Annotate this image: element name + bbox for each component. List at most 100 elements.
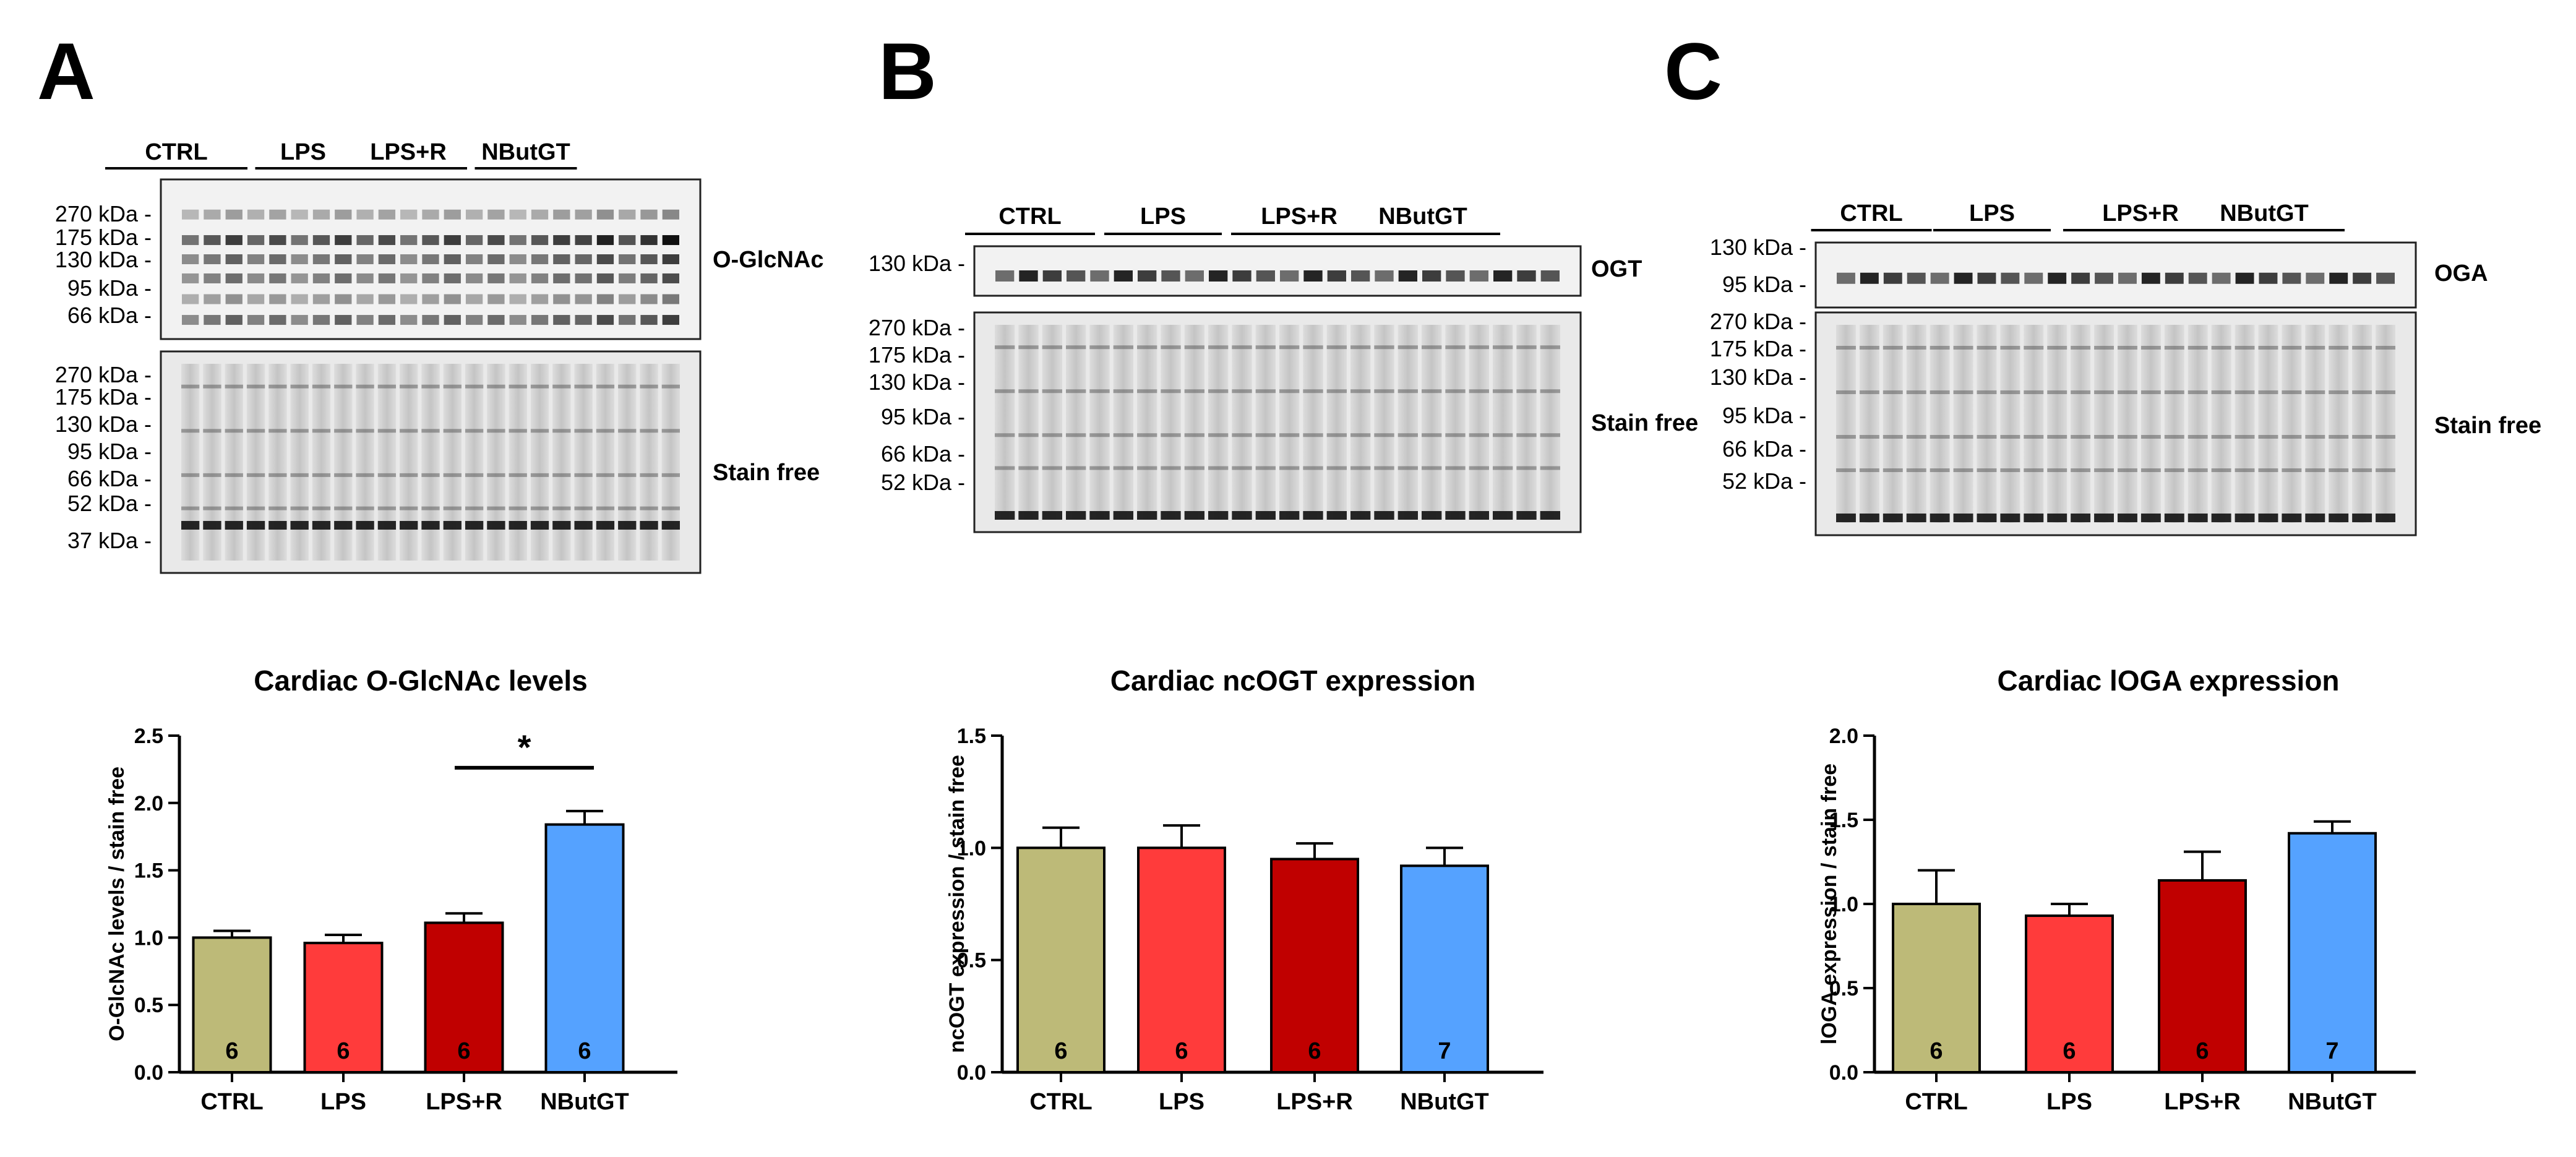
bar-nbutgt bbox=[1400, 864, 1489, 1073]
molecular-weight-marker: 175 kDa - bbox=[55, 384, 152, 410]
molecular-weight-marker: 270 kDa - bbox=[55, 362, 152, 387]
blot-band bbox=[1350, 345, 1371, 350]
blot-band bbox=[247, 294, 265, 304]
blot-band bbox=[334, 384, 353, 389]
blot-band bbox=[2352, 346, 2372, 350]
lane-smear bbox=[181, 364, 200, 561]
blot-band bbox=[2118, 346, 2137, 350]
blot-band bbox=[487, 273, 505, 283]
blot-band bbox=[1350, 389, 1371, 394]
lane-smear bbox=[2047, 325, 2067, 523]
blot-band bbox=[225, 315, 243, 325]
blot-band bbox=[1374, 345, 1394, 350]
blot-band bbox=[596, 209, 614, 220]
x-category-label: LPS bbox=[320, 1089, 366, 1115]
blot-band bbox=[2376, 272, 2395, 284]
blot-band bbox=[356, 429, 374, 433]
blot-band bbox=[1161, 466, 1181, 470]
blot-band bbox=[334, 473, 353, 477]
blot-band bbox=[1540, 345, 1560, 350]
blot-band bbox=[1066, 345, 1086, 350]
blot-band bbox=[269, 294, 286, 304]
blot-band bbox=[662, 235, 679, 246]
blot-band bbox=[1019, 270, 1038, 282]
blot-band bbox=[1184, 345, 1204, 350]
blot-band bbox=[2187, 390, 2208, 394]
blot-band bbox=[661, 429, 680, 433]
blot-band bbox=[335, 254, 352, 264]
blot-band bbox=[2164, 390, 2184, 394]
blot-band bbox=[1469, 466, 1489, 470]
blot-band bbox=[1540, 389, 1560, 394]
blot-band bbox=[552, 384, 571, 389]
blot-band bbox=[1954, 272, 1973, 284]
blot-band bbox=[1232, 511, 1252, 520]
blot-band bbox=[1326, 433, 1347, 437]
y-tick-label: 0.5 bbox=[1829, 977, 1858, 1000]
blot-band bbox=[2258, 468, 2278, 472]
blot-band bbox=[312, 384, 331, 389]
lane-smear bbox=[509, 364, 527, 561]
bar-lps bbox=[1137, 846, 1226, 1074]
chart-title: Cardiac lOGA expression bbox=[1997, 665, 2339, 697]
stain-free-image bbox=[1814, 311, 2417, 536]
blot-band bbox=[2329, 514, 2349, 522]
blot-band bbox=[487, 429, 505, 433]
blot-band bbox=[1859, 346, 1879, 350]
blot-band bbox=[400, 294, 418, 304]
blot-band bbox=[1836, 514, 1856, 522]
blot-band bbox=[2118, 514, 2137, 522]
blot-band bbox=[1374, 466, 1394, 470]
blot-band bbox=[181, 521, 200, 530]
blot-band bbox=[2001, 272, 2020, 284]
blot-band bbox=[2071, 346, 2091, 350]
molecular-weight-marker: 66 kDa - bbox=[67, 303, 152, 328]
lane-smear bbox=[2329, 325, 2349, 523]
blot-band bbox=[246, 521, 265, 530]
x-category-label: LPS bbox=[2046, 1089, 2092, 1115]
y-tick-label: 2.5 bbox=[134, 725, 163, 748]
blot-band bbox=[181, 429, 200, 433]
blot-band bbox=[596, 315, 614, 325]
lane-smear bbox=[1930, 325, 1950, 523]
chart-title: Cardiac ncOGT expression bbox=[1110, 665, 1476, 697]
blot-band bbox=[443, 429, 462, 433]
y-axis-label: ncOGT expression / stain free bbox=[945, 755, 969, 1053]
blot-band bbox=[1279, 433, 1300, 437]
blot-band bbox=[1279, 389, 1300, 394]
blot-band bbox=[1232, 345, 1252, 350]
blot-band bbox=[1137, 466, 1157, 470]
blot-band bbox=[2071, 435, 2091, 439]
blot-band bbox=[444, 294, 461, 304]
lane-smear bbox=[1977, 325, 1997, 523]
blot-band bbox=[596, 273, 614, 283]
blot-band bbox=[1906, 514, 1926, 522]
blot-band bbox=[596, 521, 615, 530]
blot-band bbox=[1255, 389, 1276, 394]
blot-band bbox=[1018, 389, 1039, 394]
blot-band bbox=[619, 235, 636, 246]
x-category-label: LPS+R bbox=[1276, 1089, 1353, 1115]
blot-band bbox=[378, 209, 396, 220]
blot-band bbox=[312, 315, 330, 325]
blot-band bbox=[1326, 466, 1347, 470]
blot-band bbox=[1930, 272, 1949, 284]
blot-band bbox=[618, 506, 637, 510]
blot-group-label: LPS+R bbox=[370, 139, 447, 165]
blot-group-label: LPS+R bbox=[1261, 204, 1337, 230]
blot-band bbox=[2047, 514, 2067, 522]
blot-band bbox=[487, 235, 505, 246]
blot-band bbox=[487, 209, 505, 220]
blot-band bbox=[444, 273, 461, 283]
blot-band bbox=[995, 345, 1015, 350]
y-tick-label: 0.0 bbox=[134, 1061, 163, 1085]
blot-band bbox=[1327, 270, 1346, 282]
lane-smear bbox=[552, 364, 571, 561]
blot-band bbox=[1255, 345, 1276, 350]
blot-band bbox=[1184, 433, 1204, 437]
molecular-weight-marker: 175 kDa - bbox=[55, 225, 152, 250]
blot-band bbox=[640, 506, 658, 510]
blot-band bbox=[640, 254, 658, 264]
blot-band bbox=[2305, 468, 2325, 472]
blot-band bbox=[2094, 346, 2114, 350]
